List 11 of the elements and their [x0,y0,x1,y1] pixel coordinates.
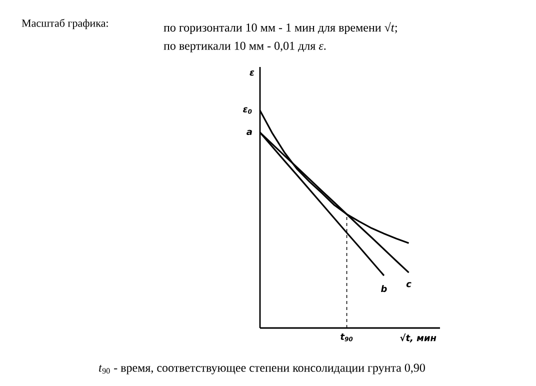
text: t$_{90}$ - время, соответствующее степени консолидации грунта 0,90 [99,364,425,374]
text: Масштаб графика: [22,18,108,30]
text: ε$_{0}$ [243,107,252,114]
text: a [246,130,252,136]
text: t$_{90}$ [340,334,353,342]
y-axis-title: ε [250,70,254,76]
series-label: b [381,285,387,292]
x-axis-title: √t, мин [400,334,436,342]
text: по вертикали 10 мм - 0,01 для ε. [164,42,326,52]
series-label: c [406,282,412,288]
text: по горизонтали 10 мм - 1 мин для времени √t; [164,22,397,34]
